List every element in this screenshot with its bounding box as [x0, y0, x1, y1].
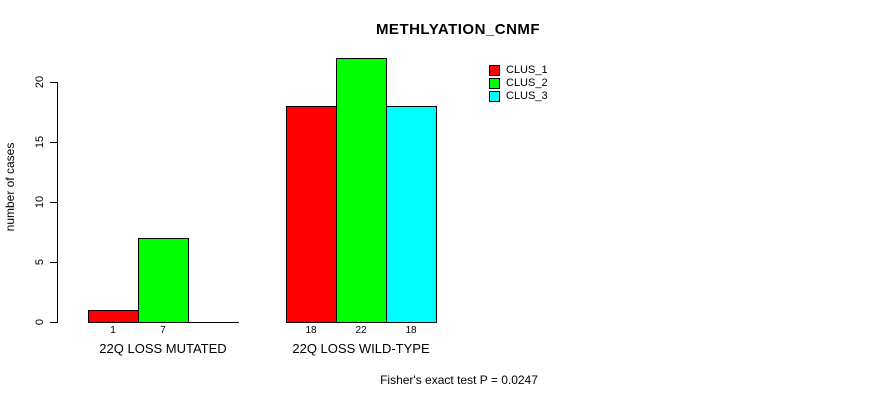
bar-clus_2-1 — [138, 238, 189, 323]
y-axis — [57, 82, 58, 323]
legend-label: CLUS_2 — [506, 77, 548, 89]
y-tick-mark — [50, 262, 57, 263]
bar-value-label: 18 — [305, 325, 317, 336]
legend-swatch-icon — [489, 91, 500, 102]
chart-title: METHLYATION_CNMF — [375, 21, 541, 38]
bar-clus_3-2 — [386, 106, 437, 323]
legend: CLUS_1 CLUS_2 CLUS_3 — [489, 65, 548, 104]
y-tick-mark — [50, 322, 57, 323]
bar-value-label: 22 — [355, 325, 367, 336]
bar-clus_1-1 — [88, 310, 139, 323]
y-tick-label: 0 — [34, 318, 46, 326]
legend-item-clus_3: CLUS_3 — [489, 91, 548, 102]
category-label-1: 22Q LOSS MUTATED — [99, 341, 227, 356]
legend-item-clus_1: CLUS_1 — [489, 65, 548, 76]
legend-item-clus_2: CLUS_2 — [489, 78, 548, 89]
y-tick-label: 20 — [34, 75, 46, 89]
bar-value-label: 7 — [160, 325, 166, 336]
bar-clus_3-1-zero — [188, 322, 239, 323]
y-tick-mark — [50, 82, 57, 83]
category-label-2: 22Q LOSS WILD-TYPE — [292, 341, 430, 356]
y-tick-mark — [50, 142, 57, 143]
bar-clus_1-2 — [286, 106, 337, 323]
legend-swatch-icon — [489, 78, 500, 89]
y-tick-label: 10 — [34, 195, 46, 209]
legend-label: CLUS_1 — [506, 64, 548, 76]
bar-value-label: 18 — [405, 325, 417, 336]
bar-clus_2-2 — [336, 58, 387, 323]
y-tick-mark — [50, 202, 57, 203]
y-tick-label: 5 — [34, 258, 46, 266]
y-axis-label: number of cases — [3, 142, 17, 232]
y-tick-label: 15 — [34, 135, 46, 149]
legend-label: CLUS_3 — [506, 90, 548, 102]
fisher-test-annotation: Fisher's exact test P = 0.0247 — [380, 373, 538, 387]
bar-value-label: 1 — [110, 325, 116, 336]
legend-swatch-icon — [489, 65, 500, 76]
